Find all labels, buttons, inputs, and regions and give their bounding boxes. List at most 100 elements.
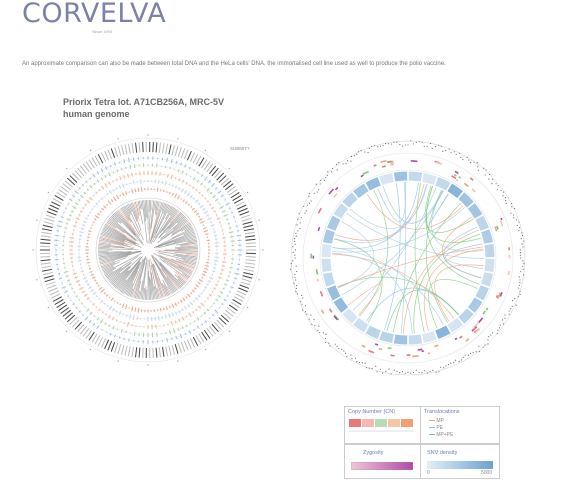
track-mark <box>89 311 93 315</box>
inner-bar <box>113 269 130 288</box>
scatter-point <box>399 144 401 146</box>
ideogram-band <box>232 195 242 201</box>
ideogram-band <box>206 328 214 337</box>
inner-bar <box>106 267 122 279</box>
scatter-point <box>477 166 479 168</box>
tick-dot <box>204 348 207 351</box>
scatter-point <box>521 234 524 237</box>
ideogram-band <box>77 323 85 333</box>
scatter-point <box>501 319 504 321</box>
translocation-link <box>428 193 449 226</box>
cn-segment <box>333 315 338 321</box>
track-mark <box>181 170 184 175</box>
track-mark <box>208 293 212 297</box>
translocation-link <box>424 185 474 234</box>
ideogram-band <box>241 217 252 222</box>
inner-bar <box>173 235 197 243</box>
track-mark <box>82 314 84 316</box>
track-mark <box>210 221 213 223</box>
snv-density-block <box>393 334 408 345</box>
scatter-point <box>407 371 409 373</box>
track-mark <box>199 220 205 224</box>
snv-density-block <box>484 243 495 258</box>
translocation-link <box>359 189 389 317</box>
track-mark <box>123 337 125 340</box>
track-mark <box>168 183 171 186</box>
translocation-link <box>332 247 444 326</box>
track-mark <box>175 160 178 165</box>
track-mark <box>164 180 167 186</box>
scatter-point <box>519 282 521 284</box>
track-mark <box>170 174 174 180</box>
tick-dot <box>262 249 264 251</box>
inner-bar <box>112 270 129 287</box>
ideogram-band <box>232 299 242 305</box>
inner-bar <box>105 255 139 278</box>
track-mark <box>195 189 198 192</box>
cn-segment <box>320 309 325 314</box>
track-mark <box>72 205 77 210</box>
track-mark <box>104 166 108 170</box>
inner-bar <box>98 250 142 259</box>
track-mark <box>118 185 122 189</box>
ideogram-band <box>243 224 254 229</box>
snv-density-block <box>379 331 394 344</box>
ideogram-band <box>222 180 232 188</box>
tick-dot <box>89 348 92 351</box>
track-mark <box>103 291 107 295</box>
inner-bar <box>153 263 167 297</box>
inner-bar <box>160 216 187 240</box>
cn-segment <box>360 174 364 178</box>
track-mark <box>67 295 70 297</box>
scatter-point <box>410 372 412 374</box>
track-mark <box>124 304 128 310</box>
inner-bar <box>177 278 185 286</box>
scatter-point <box>358 151 360 153</box>
inner-bar <box>152 203 167 239</box>
ideogram-band <box>155 347 158 358</box>
track-mark <box>81 290 86 294</box>
ideogram-band <box>198 333 205 343</box>
track-mark <box>112 307 115 312</box>
inner-bar <box>126 283 134 296</box>
scatter-point <box>322 332 325 334</box>
snv-density-block <box>342 308 358 324</box>
track-mark <box>92 221 95 224</box>
tick-dot <box>117 138 119 140</box>
track-mark <box>78 187 81 190</box>
translocation-link <box>434 264 484 323</box>
scatter-point <box>295 287 298 289</box>
snv-density-block <box>447 317 463 333</box>
figure-title: Priorix Tetra lot. A71CB256A, MRC-5V hum… <box>63 96 224 120</box>
cn-segment <box>317 207 322 214</box>
ideogram-band <box>214 170 222 179</box>
track-mark <box>74 202 79 206</box>
track-mark <box>211 291 214 293</box>
tick-dot <box>228 167 231 170</box>
scatter-point <box>338 162 340 164</box>
scatter-point <box>453 151 455 153</box>
track-mark <box>203 226 207 230</box>
track-mark <box>205 261 210 264</box>
ideogram-band <box>201 159 208 169</box>
scatter-point <box>510 212 512 214</box>
track-mark <box>125 314 128 317</box>
ideogram-band <box>206 163 214 172</box>
ideogram-band <box>41 265 52 269</box>
translocation-link <box>346 212 485 259</box>
track-mark <box>100 299 104 304</box>
scatter-point <box>519 251 522 254</box>
track-mark <box>212 194 216 199</box>
scatter-point <box>317 329 319 331</box>
scatter-point <box>319 183 321 185</box>
translocation-link <box>352 187 437 311</box>
inner-bar <box>150 272 156 300</box>
scatter-point <box>325 341 327 343</box>
snv-density-block <box>365 177 381 191</box>
snv-density-block <box>481 229 494 244</box>
inner-bar <box>105 271 113 277</box>
scatter-point <box>497 329 499 331</box>
ideogram-band <box>58 304 68 311</box>
track-mark <box>104 183 108 188</box>
inner-bar <box>159 255 194 273</box>
